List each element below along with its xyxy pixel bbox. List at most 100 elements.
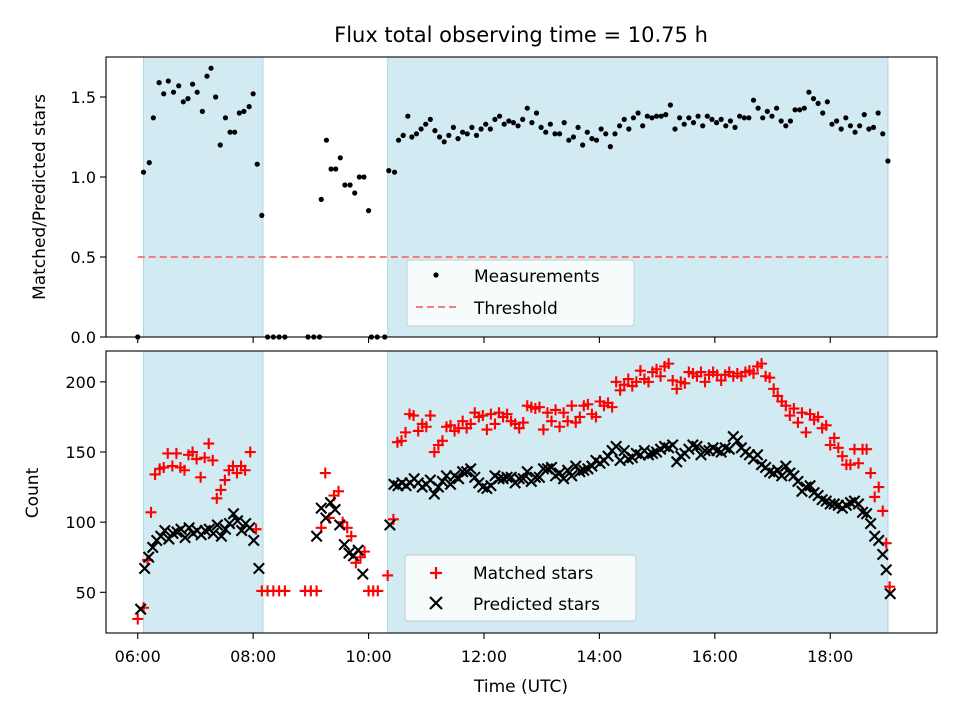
predicted-star-point — [880, 563, 893, 576]
predicted-star-point — [751, 448, 764, 461]
chart-title: Flux total observing time = 10.75 h — [334, 23, 708, 47]
matched-star-point — [679, 377, 691, 389]
matched-star-point — [554, 421, 566, 433]
measurement-point — [232, 129, 238, 135]
measurement-point — [815, 100, 821, 106]
matched-star-point — [574, 411, 586, 423]
predicted-star-point — [235, 524, 248, 537]
measurement-point — [847, 123, 854, 129]
legend-label-threshold: Threshold — [473, 299, 558, 319]
predicted-star-point — [610, 440, 623, 453]
measurement-point — [561, 120, 567, 126]
measurement-point — [236, 110, 242, 116]
measurement-point — [515, 123, 521, 129]
measurement-point — [566, 137, 572, 143]
predicted-star-point — [573, 465, 586, 478]
predicted-star-point — [646, 447, 659, 460]
measurement-point — [677, 115, 683, 121]
matched-star-point — [853, 457, 865, 469]
measurement-point — [352, 190, 358, 196]
measurement-point — [644, 113, 650, 119]
matched-star-point — [558, 407, 570, 419]
predicted-star-point — [545, 461, 558, 474]
measurement-point — [741, 115, 747, 121]
matched-star-point — [824, 439, 836, 451]
x-axis-label: Time (UTC) — [473, 677, 568, 697]
matched-star-point — [481, 424, 493, 436]
predicted-star-point — [333, 519, 346, 531]
measurement-point — [492, 116, 498, 122]
measurement-point — [695, 113, 701, 119]
matched-star-point — [610, 376, 622, 388]
measurement-point — [806, 89, 812, 95]
measurement-point — [700, 123, 706, 129]
matched-star-point — [485, 408, 497, 420]
matched-star-point — [191, 453, 203, 465]
bottom-axes-frame — [105, 350, 938, 634]
x-tick-label: 06:00 — [115, 647, 161, 666]
matched-star-point — [832, 442, 844, 454]
measurement-point — [820, 110, 826, 116]
predicted-star-point — [864, 517, 877, 530]
x-tick-label: 16:00 — [692, 647, 738, 666]
matched-star-point — [541, 407, 553, 419]
matched-star-point — [187, 446, 199, 458]
matched-star-point — [780, 400, 792, 412]
measurement-point — [760, 115, 766, 121]
measurement-point — [690, 120, 697, 126]
predicted-star-point — [791, 475, 804, 488]
shaded-interval — [143, 56, 264, 338]
top-y-ticks: 0.0 0.5 1.0 1.5 — [71, 88, 106, 347]
matched-star-point — [671, 383, 683, 395]
measurement-point — [259, 212, 265, 218]
matched-star-point — [207, 454, 219, 466]
matched-star-point — [400, 426, 412, 438]
predicted-star-point — [138, 562, 151, 575]
matched-star-point — [333, 485, 345, 497]
measurement-point — [718, 116, 724, 122]
measurement-point — [704, 113, 710, 119]
shaded-interval — [143, 350, 264, 634]
measurement-point — [150, 115, 156, 121]
measurement-point — [880, 131, 886, 137]
predicted-star-point — [432, 481, 445, 494]
measurement-point — [318, 196, 324, 202]
measurement-point — [626, 126, 632, 132]
legend-marker-measurements — [433, 272, 439, 278]
measurement-point — [750, 97, 757, 103]
measurement-point — [663, 112, 669, 118]
predicted-star-point — [215, 530, 228, 543]
measurement-point — [361, 174, 367, 180]
measurement-point — [140, 169, 147, 175]
measurement-point — [861, 112, 867, 118]
measurement-point — [538, 124, 544, 130]
predicted-star-point — [383, 519, 396, 531]
matched-star-point — [869, 491, 881, 503]
predicted-star-point — [569, 460, 582, 472]
measurement-point — [520, 116, 526, 122]
predicted-star-point — [211, 519, 224, 531]
matched-star-point — [873, 481, 885, 493]
measurement-point — [778, 118, 784, 124]
matched-star-point — [145, 506, 157, 518]
measurement-point — [838, 126, 844, 132]
measurement-point — [543, 129, 549, 135]
x-tick-label: 10:00 — [346, 647, 392, 666]
matched-star-point — [465, 418, 477, 430]
measurement-point — [441, 139, 447, 145]
matched-star-point — [804, 408, 816, 420]
top-shaded-intervals — [143, 56, 889, 338]
measurement-point — [165, 78, 171, 84]
measurement-point — [180, 99, 186, 105]
x-tick-label: 18:00 — [807, 647, 853, 666]
measurement-point — [227, 129, 233, 135]
matched-star-point — [614, 384, 626, 396]
measurement-point — [204, 73, 210, 79]
measurement-point — [686, 115, 692, 121]
measurement-point — [254, 161, 260, 167]
matched-star-point — [877, 505, 889, 517]
matched-star-point — [800, 426, 812, 438]
measurement-point — [829, 121, 835, 127]
measurement-point — [727, 118, 734, 124]
measurement-point — [732, 124, 738, 130]
